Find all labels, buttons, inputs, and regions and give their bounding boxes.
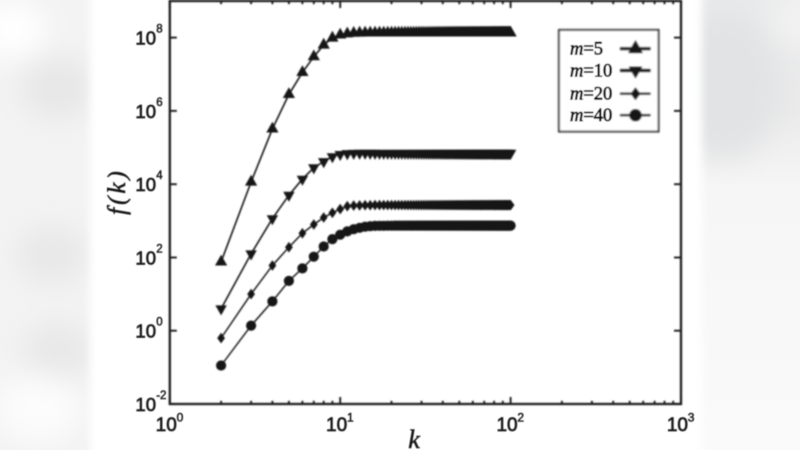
svg-text:m=40: m=40 <box>570 106 612 126</box>
svg-text:m=5: m=5 <box>570 40 603 60</box>
svg-text:0: 0 <box>156 317 162 329</box>
svg-text:10: 10 <box>156 415 177 436</box>
svg-text:0: 0 <box>177 411 184 425</box>
svg-text:10: 10 <box>326 415 347 436</box>
svg-text:4: 4 <box>156 170 163 182</box>
svg-text:2: 2 <box>156 243 162 255</box>
svg-text:10: 10 <box>135 321 156 342</box>
svg-text:8: 8 <box>156 24 162 36</box>
svg-text:10: 10 <box>135 101 156 122</box>
svg-text:10: 10 <box>667 415 688 436</box>
svg-text:-2: -2 <box>156 390 166 402</box>
svg-text:2: 2 <box>517 411 524 425</box>
svg-text:k: k <box>408 425 420 450</box>
svg-text:1: 1 <box>347 411 354 425</box>
svg-text:3: 3 <box>688 411 695 425</box>
svg-text:10: 10 <box>135 247 156 268</box>
svg-text:10: 10 <box>135 394 156 415</box>
svg-text:10: 10 <box>135 174 156 195</box>
svg-text:f(k): f(k) <box>104 168 131 215</box>
svg-text:10: 10 <box>496 415 517 436</box>
svg-text:m=20: m=20 <box>570 85 612 105</box>
svg-text:10: 10 <box>135 28 156 49</box>
svg-text:6: 6 <box>156 97 162 109</box>
svg-text:m=10: m=10 <box>570 62 612 82</box>
